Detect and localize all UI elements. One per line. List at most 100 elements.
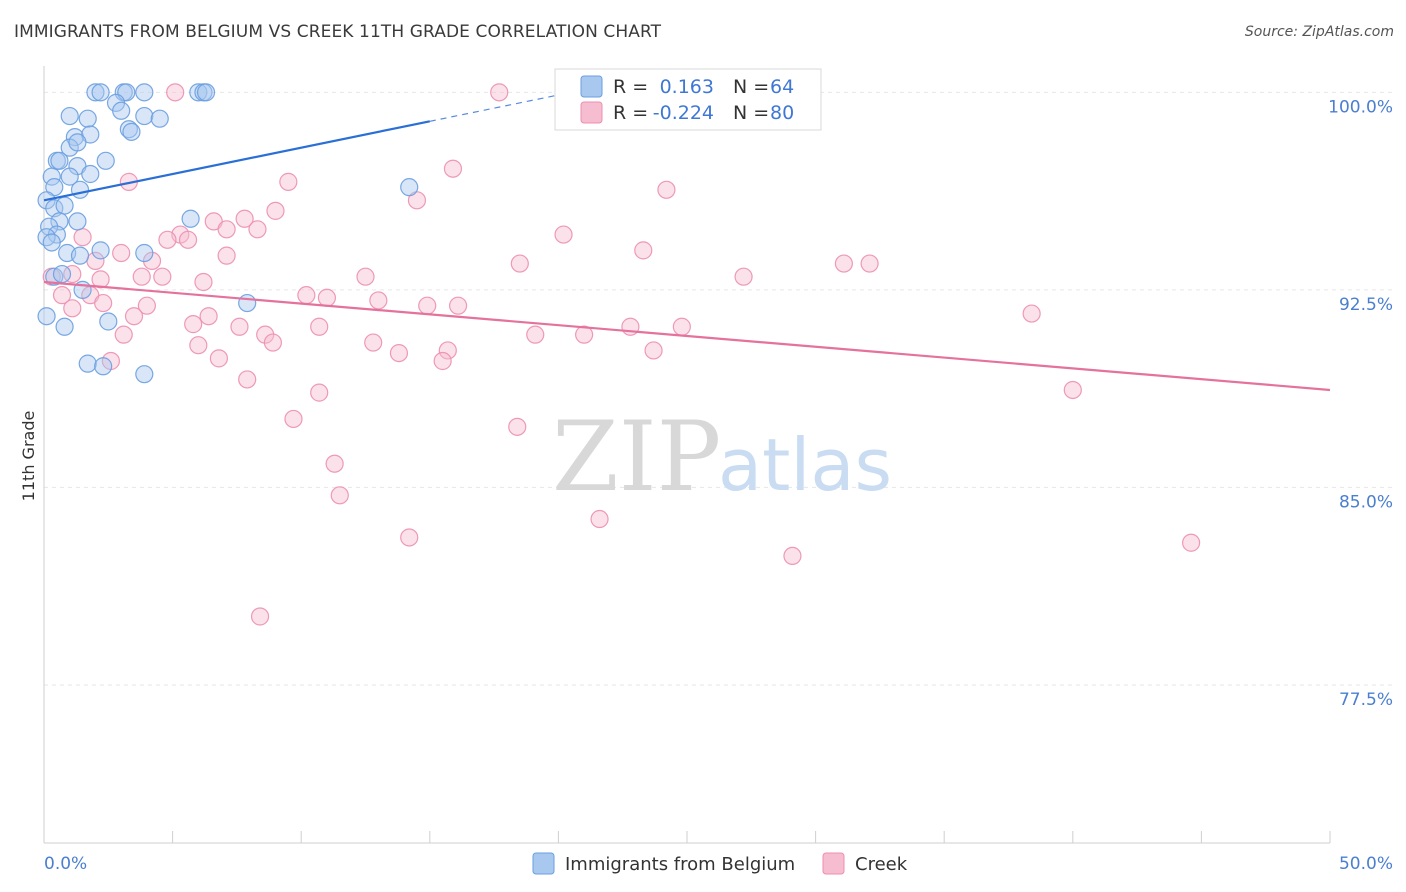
creek-point-42 xyxy=(94,293,113,313)
creek-point-61 xyxy=(644,341,663,360)
creek-trend-line xyxy=(43,280,1331,392)
legend-n-value-belgium: 64 xyxy=(770,76,794,98)
watermark-zip: ZIP xyxy=(552,401,721,513)
creek-point-37 xyxy=(317,288,337,307)
legend-r-value-creek: -0.224 xyxy=(653,102,714,124)
belgium-point-41 xyxy=(70,246,90,265)
creek-point-4 xyxy=(279,172,298,191)
belgium-point-24 xyxy=(42,167,61,186)
creek-point-11 xyxy=(217,220,236,239)
bottom-legend-label-belgium: Immigrants from Belgium xyxy=(565,854,795,875)
creek-point-52 xyxy=(114,325,133,344)
creek-point-1 xyxy=(490,83,509,102)
belgium-point-19 xyxy=(68,133,87,152)
creek-point-8 xyxy=(266,201,285,220)
legend-n-value-creek: 80 xyxy=(770,102,794,124)
belgium-point-9 xyxy=(60,106,79,126)
legend-n-label-creek: N = xyxy=(733,102,769,124)
belgium-point-7 xyxy=(196,83,216,102)
creek-point-56 xyxy=(189,336,208,355)
creek-point-24 xyxy=(834,254,853,273)
creek-point-29 xyxy=(132,267,151,286)
creek-point-5 xyxy=(443,159,463,178)
creek-point-14 xyxy=(158,230,177,249)
belgium-point-47 xyxy=(238,293,257,313)
grid-lines xyxy=(44,91,1393,686)
belgium-point-13 xyxy=(150,109,169,128)
creek-point-68 xyxy=(284,409,303,429)
x-tick-label-min: 0.0% xyxy=(44,854,87,874)
belgium-point-28 xyxy=(70,180,90,199)
creek-point-28 xyxy=(91,270,110,289)
creek-point-39 xyxy=(418,296,437,315)
creek-point-72 xyxy=(590,509,609,529)
creek-point-51 xyxy=(1022,304,1041,323)
y-axis-label: 11th Grade xyxy=(19,411,38,502)
belgium-point-51 xyxy=(78,354,97,373)
creek-point-50 xyxy=(672,317,691,336)
belgium-point-4 xyxy=(135,83,154,102)
creek-point-41 xyxy=(63,299,82,318)
correlation-legend: R = 0.163 N = 64 R = -0.224 N = 80 xyxy=(554,68,822,131)
belgium-point-14 xyxy=(119,120,138,139)
belgium-point-10 xyxy=(78,109,97,128)
source-credit: Source: ZipAtlas.com xyxy=(1244,24,1394,40)
creek-point-75 xyxy=(1182,533,1201,552)
creek-point-32 xyxy=(734,267,753,286)
belgium-point-23 xyxy=(96,151,115,170)
belgium-point-1 xyxy=(91,83,110,102)
creek-point-38 xyxy=(369,291,388,310)
x-tick-label-max: 50.0% xyxy=(1339,854,1393,874)
belgium-point-0 xyxy=(86,83,105,102)
legend-swatch-belgium xyxy=(580,75,603,98)
bottom-legend-swatch-belgium xyxy=(532,852,555,875)
creek-point-0 xyxy=(166,83,185,102)
creek-point-71 xyxy=(330,486,349,505)
creek-point-46 xyxy=(184,315,203,334)
creek-point-64 xyxy=(433,351,452,371)
creek-point-44 xyxy=(199,307,218,326)
creek-point-15 xyxy=(178,230,198,249)
belgium-point-11 xyxy=(112,101,131,120)
belgium-point-43 xyxy=(135,243,154,263)
creek-points xyxy=(42,83,1201,626)
belgium-point-52 xyxy=(94,357,113,376)
creek-point-35 xyxy=(194,272,213,292)
belgium-point-53 xyxy=(135,365,154,384)
belgium-points xyxy=(37,83,419,384)
creek-point-43 xyxy=(137,296,156,315)
creek-point-54 xyxy=(526,325,545,344)
bottom-legend-label-creek: Creek xyxy=(855,854,908,875)
creek-point-40 xyxy=(448,296,468,315)
creek-point-59 xyxy=(389,343,409,363)
creek-point-67 xyxy=(1063,380,1082,400)
creek-point-16 xyxy=(554,225,573,244)
belgium-point-37 xyxy=(68,212,87,231)
creek-point-55 xyxy=(575,325,594,344)
y-tick-label-1: 85.0% xyxy=(1339,492,1393,512)
creek-point-23 xyxy=(510,254,529,273)
creek-point-18 xyxy=(634,241,653,260)
belgium-point-31 xyxy=(55,196,74,215)
legend-swatch-creek xyxy=(580,101,603,124)
belgium-point-12 xyxy=(135,106,154,126)
belgium-point-49 xyxy=(55,317,74,336)
belgium-point-25 xyxy=(60,167,79,186)
belgium-point-21 xyxy=(50,151,69,170)
series-legend: Immigrants from Belgium Creek xyxy=(532,852,908,875)
y-tick-label-2: 92.5% xyxy=(1339,295,1393,315)
belgium-point-36 xyxy=(42,233,61,252)
creek-point-73 xyxy=(400,528,419,547)
belgium-point-50 xyxy=(99,312,118,331)
creek-point-31 xyxy=(356,267,375,286)
creek-point-58 xyxy=(364,333,383,352)
creek-point-63 xyxy=(209,349,228,368)
creek-point-19 xyxy=(217,246,236,265)
legend-r-label-belgium: R = xyxy=(613,76,648,98)
creek-point-45 xyxy=(124,307,144,326)
creek-point-65 xyxy=(238,370,257,389)
watermark-atlas: atlas xyxy=(718,423,892,507)
belgium-point-38 xyxy=(181,209,200,228)
belgium-point-42 xyxy=(91,241,110,260)
